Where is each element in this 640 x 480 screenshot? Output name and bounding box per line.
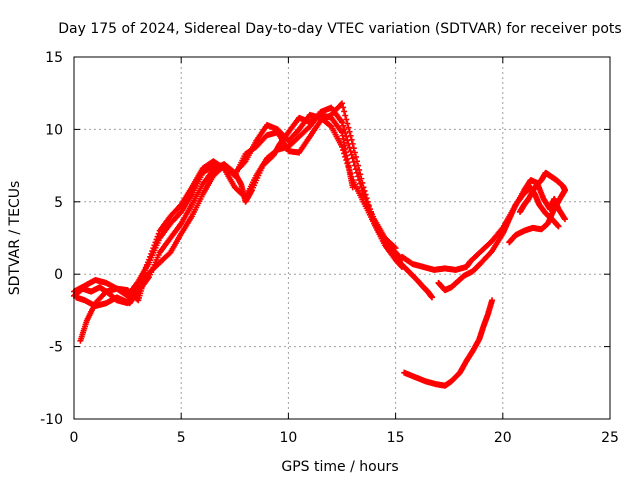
x-tick-label: 15 (387, 430, 405, 446)
data-point-marker (348, 151, 355, 158)
y-tick-label: 0 (54, 267, 63, 283)
x-tick-label: 5 (177, 430, 186, 446)
data-point-marker (366, 206, 373, 213)
data-point-marker (367, 209, 374, 216)
data-point-marker (343, 116, 350, 123)
data-point-marker (364, 198, 371, 205)
chart-title: Day 175 of 2024, Sidereal Day-to-day VTE… (58, 21, 621, 37)
y-axis-label: SDTVAR / TECUs (7, 181, 23, 296)
data-point-marker (369, 213, 376, 220)
data-point-marker (362, 191, 369, 198)
data-point-marker (391, 244, 398, 251)
series-track-8 (506, 169, 568, 246)
data-point-marker (146, 256, 153, 263)
data-point-marker (561, 216, 568, 223)
data-series (71, 100, 568, 389)
data-point-marker (349, 155, 356, 162)
data-point-marker (345, 124, 352, 131)
data-point-marker (349, 140, 356, 147)
data-point-marker (365, 202, 372, 209)
data-point-marker (348, 136, 355, 143)
y-tick-label: -5 (49, 340, 63, 356)
data-point-marker (359, 179, 366, 186)
data-point-marker (516, 208, 523, 215)
x-tick-label: 10 (279, 430, 297, 446)
data-point-marker (154, 233, 161, 240)
data-point-marker (155, 230, 162, 237)
data-point-marker (341, 108, 348, 115)
data-point-marker (370, 216, 377, 223)
data-point-marker (346, 128, 353, 135)
data-point-marker (361, 187, 368, 194)
data-point-marker (153, 236, 160, 243)
data-point-marker (149, 248, 156, 255)
data-point-marker (392, 245, 399, 252)
x-tick-label: 0 (70, 430, 79, 446)
data-point-marker (363, 195, 370, 202)
series-track-4 (73, 111, 356, 310)
data-point-marker (352, 153, 359, 160)
data-point-marker (151, 242, 158, 249)
data-point-marker (150, 245, 157, 252)
data-point-marker (340, 122, 347, 129)
data-point-marker (429, 294, 436, 301)
data-point-marker (347, 132, 354, 139)
plot-frame (73, 56, 611, 420)
data-point-marker (148, 250, 155, 257)
series-track-7 (435, 184, 562, 294)
data-point-marker (354, 158, 361, 165)
data-point-marker (351, 149, 358, 156)
data-point-marker (489, 297, 496, 304)
data-point-marker (344, 120, 351, 127)
data-point-marker (350, 145, 357, 152)
y-tick-label: 10 (45, 122, 63, 138)
data-point-marker (355, 162, 362, 169)
data-point-marker (342, 112, 349, 119)
x-axis-label: GPS time / hours (281, 459, 398, 475)
data-point-marker (339, 119, 345, 126)
data-point-marker (347, 148, 354, 155)
data-point-marker (349, 184, 356, 191)
y-tick-label: 5 (54, 195, 63, 211)
x-tick-label: 20 (494, 430, 512, 446)
y-tick-label: 15 (45, 50, 63, 66)
series-track-6 (396, 259, 436, 301)
data-point-marker (360, 184, 367, 191)
data-point-marker (147, 253, 154, 260)
series-track-9 (401, 297, 496, 389)
data-point-marker (340, 104, 347, 111)
x-tick-label: 25 (601, 430, 619, 446)
data-point-marker (339, 100, 345, 107)
y-tick-label: -10 (40, 412, 63, 428)
data-point-marker (343, 133, 350, 140)
axis-ticks: 0 5 10 15 20 25 -10 -5 0 5 10 15 (40, 50, 619, 446)
data-point-marker (152, 239, 159, 246)
data-point-marker (357, 171, 364, 178)
data-point-marker (358, 175, 365, 182)
data-point-marker (356, 166, 363, 173)
data-point-marker (555, 223, 562, 230)
